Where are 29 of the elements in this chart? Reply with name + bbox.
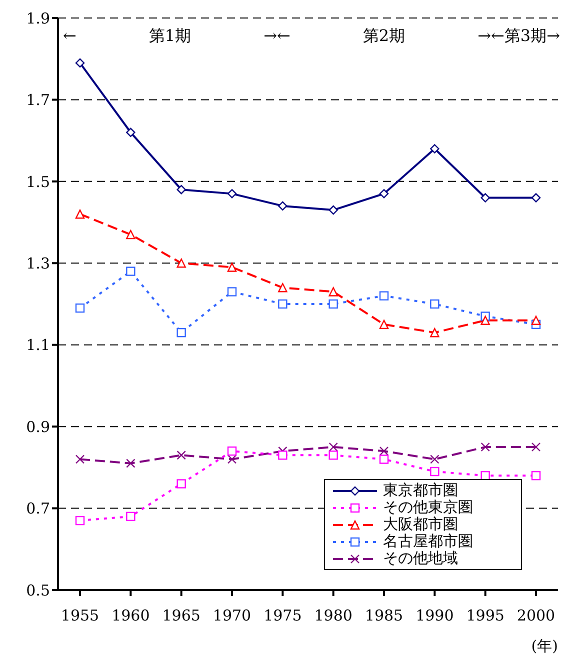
y-tick-label: 1.7 bbox=[26, 91, 50, 110]
legend-label: 大阪都市圏 bbox=[383, 515, 458, 533]
x-tick-label: 1995 bbox=[466, 606, 504, 625]
x-axis-title: (年) bbox=[531, 637, 558, 656]
x-tick-label: 1955 bbox=[60, 606, 100, 625]
annotation: ← bbox=[63, 26, 76, 47]
annotation: 第2期 bbox=[362, 26, 406, 47]
x-tick-label: 1985 bbox=[364, 606, 404, 625]
y-tick-label: 1.9 bbox=[26, 9, 50, 28]
annotation: →←第3期→ bbox=[478, 26, 560, 47]
y-tick-label: 1.1 bbox=[26, 336, 50, 354]
legend-label: 名古屋都市圏 bbox=[383, 532, 473, 550]
annotation: →← bbox=[264, 26, 290, 47]
legend-label: その他地域 bbox=[383, 549, 458, 567]
x-tick-label: 1990 bbox=[416, 606, 454, 625]
y-tick-label: 0.5 bbox=[26, 581, 50, 600]
x-tick-label: 1960 bbox=[112, 606, 150, 625]
y-tick-label: 1.5 bbox=[26, 172, 50, 191]
x-tick-label: 1980 bbox=[314, 606, 352, 625]
x-tick-label: 1975 bbox=[264, 606, 302, 625]
legend-label: 東京都市圏 bbox=[383, 481, 458, 499]
y-tick-label: 0.9 bbox=[26, 418, 50, 436]
annotation: 第1期 bbox=[148, 26, 192, 47]
x-tick-label: 1970 bbox=[212, 606, 252, 625]
x-tick-label: 1965 bbox=[162, 606, 200, 625]
y-tick-label: 0.7 bbox=[26, 500, 50, 518]
x-tick-label: 2000 bbox=[516, 606, 556, 625]
y-tick-label: 1.3 bbox=[26, 254, 50, 272]
legend-label: その他東京圏 bbox=[383, 498, 473, 516]
